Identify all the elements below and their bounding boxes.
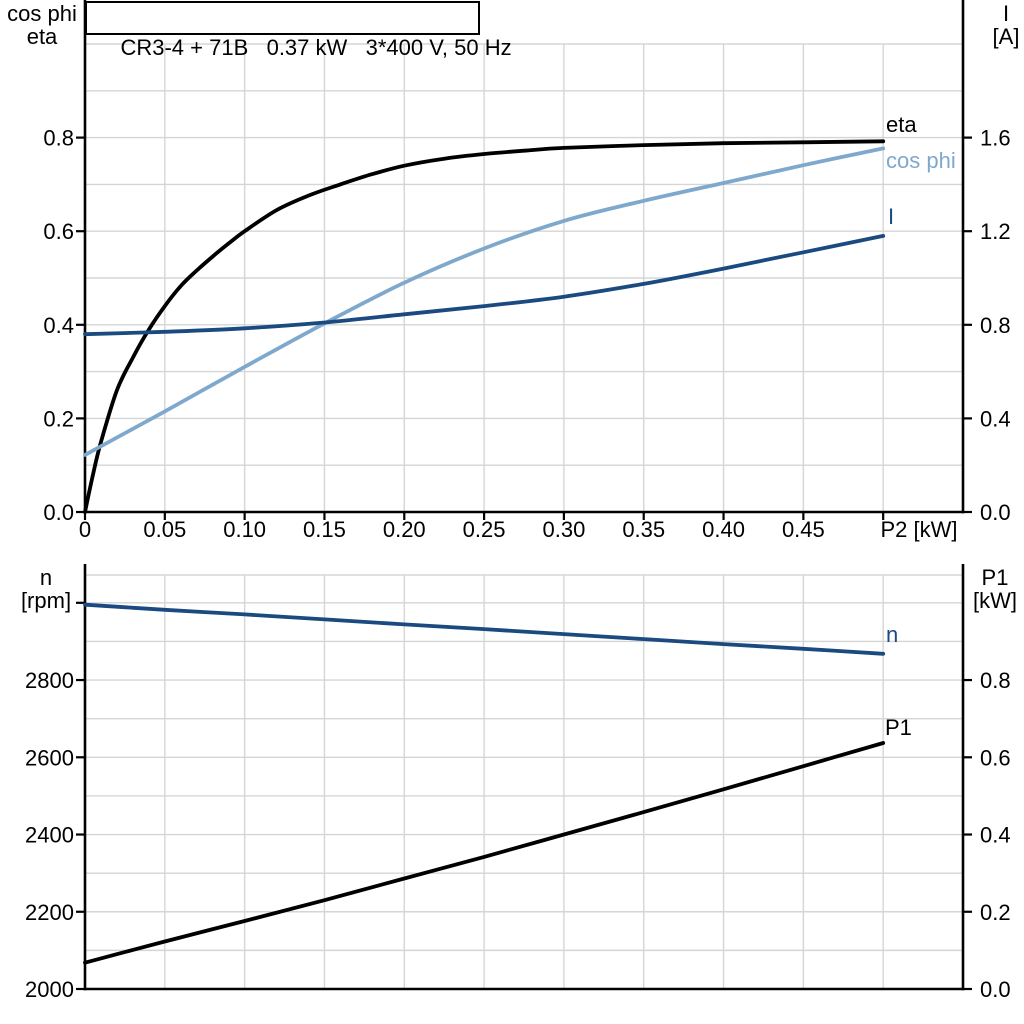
left-tick-label: 2200 [25,900,74,925]
x-tick-label: 0.45 [782,517,825,542]
axis-title-p1-unit: [kW] [973,588,1017,613]
curve-cos-phi [83,146,886,457]
top-left-axis-title: cos phi eta [0,2,84,48]
right-tick-label: 1.2 [980,219,1011,244]
x-tick-label: 0.20 [383,517,426,542]
left-tick-label: 0.2 [43,406,74,431]
left-tick-label: 2400 [25,823,74,848]
curve-label-cos-phi: cos phi [886,148,956,173]
bottom-left-axis-title: n [rpm] [4,566,88,612]
right-tick-label: 0.8 [980,668,1011,693]
x-tick-label: 0.35 [622,517,665,542]
chart-title-box: CR3-4 + 71B 0.37 kW 3*400 V, 50 Hz [85,1,512,60]
axis-title-rpm-unit: [rpm] [20,588,72,613]
x-tick-label: 0.25 [463,517,506,542]
axis-title-p1: P1 [981,565,1009,590]
left-tick-label: 2000 [25,977,74,1002]
x-tick-label: 0.15 [303,517,346,542]
curve-I [83,234,886,337]
left-tick-label: 0.6 [43,219,74,244]
x-axis-unit-label: P2 [kW] [880,517,957,542]
x-tick-label: 0.40 [702,517,745,542]
curve-label-eta: eta [886,112,917,137]
right-tick-label: 0.2 [980,900,1011,925]
left-tick-label: 2800 [25,668,74,693]
bottom-right-axis-title: P1 [kW] [971,566,1019,612]
axis-title-cos-phi: cos phi [7,1,77,26]
curve-label-p1: P1 [885,715,912,740]
x-tick-label: 0.10 [223,517,266,542]
curve-label-current: I [888,204,895,229]
right-tick-label: 0.0 [980,977,1011,1002]
right-tick-label: 0.0 [980,500,1011,525]
curve-label-n: n [886,622,899,647]
x-tick-label: 0.30 [542,517,585,542]
axis-title-n: n [39,565,53,590]
x-tick-label: 0.05 [143,517,186,542]
left-tick-label: 0.4 [43,313,74,338]
left-tick-label: 0.8 [43,126,74,151]
axis-title-eta: eta [26,24,58,49]
axis-title-current-unit: [A] [992,24,1020,49]
left-tick-label: 2600 [25,745,74,770]
curve-P1 [83,741,886,965]
curve-eta [83,139,886,514]
left-tick-label: 0.0 [43,500,74,525]
right-tick-label: 0.4 [980,406,1011,431]
x-tick-label: 0 [79,517,91,542]
right-tick-label: 1.6 [980,126,1011,151]
right-tick-label: 0.4 [980,823,1011,848]
top-right-axis-title: I [A] [982,2,1024,48]
right-tick-label: 0.8 [980,313,1011,338]
curve-n [83,602,886,656]
right-tick-label: 0.6 [980,745,1011,770]
axis-title-current: I [1002,1,1010,26]
chart-title: CR3-4 + 71B 0.37 kW 3*400 V, 50 Hz [120,35,512,60]
